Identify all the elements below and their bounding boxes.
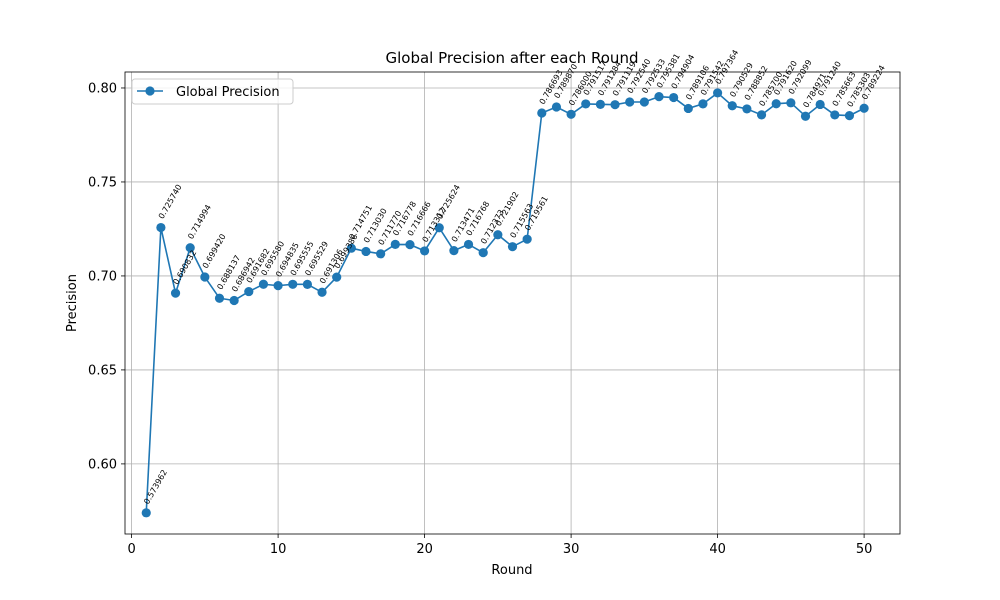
legend-box (131, 78, 294, 105)
x-tick-label: 30 (563, 542, 580, 557)
data-point (390, 239, 400, 249)
data-point (566, 109, 576, 119)
data-point (625, 97, 635, 107)
y-tick-label: 0.75 (88, 175, 117, 190)
data-point (830, 110, 840, 120)
y-tick-label: 0.80 (88, 81, 117, 96)
y-axis-label: Precision (65, 274, 80, 332)
legend-marker-swatch (145, 86, 155, 96)
x-tick-label: 10 (270, 542, 287, 557)
data-point (669, 92, 679, 103)
data-point (800, 111, 811, 121)
x-axis-label: Round (491, 563, 532, 578)
y-tick-label: 0.60 (88, 457, 117, 472)
data-point (463, 239, 474, 250)
data-point (244, 286, 254, 297)
data-point (581, 99, 591, 109)
data-point (756, 110, 767, 120)
data-point (727, 101, 737, 111)
x-tick-label: 20 (416, 542, 433, 557)
series-global-precision (141, 88, 869, 518)
legend: Global Precision (131, 78, 294, 105)
data-point (376, 249, 386, 259)
data-point (434, 223, 444, 233)
data-point (786, 98, 796, 108)
data-point (522, 234, 532, 244)
data-point (273, 281, 283, 291)
data-point (361, 246, 371, 257)
data-point (844, 111, 855, 121)
data-point (537, 108, 547, 118)
data-point (713, 88, 723, 98)
data-point (302, 279, 312, 289)
data-point (200, 272, 210, 282)
data-point (214, 293, 225, 303)
data-point (493, 230, 503, 240)
data-point (258, 279, 269, 289)
data-point (698, 99, 708, 109)
data-point (332, 272, 342, 282)
grid-lines (125, 72, 900, 534)
data-point (742, 104, 752, 114)
data-point (683, 103, 693, 114)
data-point (346, 243, 356, 253)
legend-entry-global-precision: Global Precision (176, 85, 280, 100)
data-point (610, 100, 620, 110)
y-tick-label: 0.70 (88, 269, 117, 284)
data-point (229, 295, 239, 306)
data-point (859, 103, 869, 113)
plot-area-background (125, 72, 900, 534)
x-axis-ticks: 0 10 20 30 40 50 (127, 534, 872, 557)
data-point (288, 279, 298, 289)
data-point (185, 243, 195, 253)
data-point (419, 246, 430, 256)
x-tick-label: 0 (127, 542, 135, 557)
data-point (639, 97, 649, 107)
data-point (507, 242, 518, 252)
chart-title: Global Precision after each Round (386, 49, 639, 67)
x-tick-label: 50 (856, 542, 873, 557)
y-tick-label: 0.65 (88, 363, 117, 378)
data-point (478, 248, 488, 258)
data-point (654, 92, 664, 102)
data-point (156, 222, 166, 233)
data-point (317, 287, 327, 297)
data-point (405, 240, 415, 250)
data-point (815, 99, 825, 110)
data-point (551, 102, 562, 112)
data-point (449, 246, 459, 256)
data-point (170, 288, 181, 298)
y-axis-ticks: 0.60 0.65 0.70 0.75 0.80 (88, 81, 125, 472)
x-tick-label: 40 (709, 542, 726, 557)
data-point (771, 99, 781, 109)
plot-frame (124, 71, 901, 535)
data-point (141, 508, 151, 518)
data-point (595, 99, 606, 109)
